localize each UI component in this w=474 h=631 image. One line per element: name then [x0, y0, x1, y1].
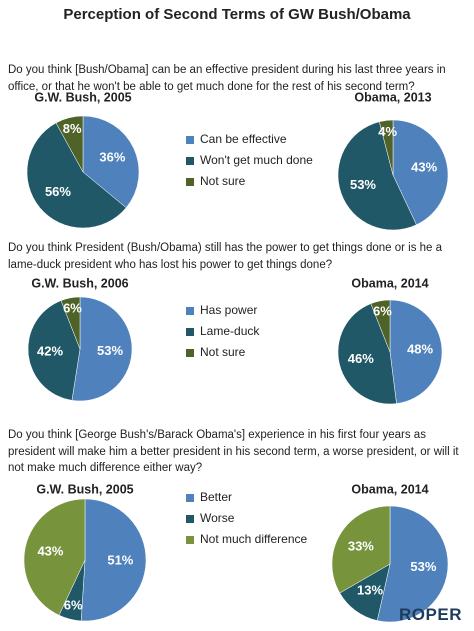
legend-label: Not much difference [200, 532, 307, 546]
legend-swatch [186, 536, 194, 544]
title: Perception of Second Terms of GW Bush/Ob… [63, 6, 411, 23]
pie-slice [80, 498, 147, 622]
value-label: 4% [378, 124, 397, 139]
pie-slice [27, 300, 81, 401]
value-label: 6% [63, 301, 82, 316]
pie-slice [23, 498, 86, 616]
pie-slice [82, 115, 140, 209]
legend-label: Lame-duck [200, 324, 260, 338]
value-label: 46% [348, 351, 374, 366]
legend-swatch [186, 349, 194, 357]
pie-slice [392, 119, 449, 226]
pie-slice [26, 122, 127, 229]
pie-title: Obama, 2014 [351, 482, 428, 496]
legend-swatch [186, 307, 194, 315]
value-label: 48% [407, 342, 433, 357]
pie-slice [389, 299, 443, 404]
value-label: 6% [64, 598, 83, 613]
pie-slice [331, 505, 391, 594]
value-label: 33% [348, 539, 374, 554]
pie-title: Obama, 2014 [351, 276, 428, 290]
value-label: 43% [37, 544, 63, 559]
pie-slice [337, 303, 397, 405]
value-label: 53% [410, 559, 436, 574]
pie-slice [60, 296, 81, 350]
value-label: 53% [97, 343, 123, 358]
legend-label: Better [200, 490, 232, 504]
legend-swatch [186, 157, 194, 165]
pie-title: G.W. Bush, 2006 [31, 276, 128, 290]
value-label: 6% [373, 304, 392, 319]
value-label: 51% [107, 553, 133, 568]
pie-title: G.W. Bush, 2005 [36, 482, 133, 496]
pie-title: Obama, 2013 [354, 90, 431, 104]
legend-label: Has power [200, 303, 257, 317]
value-label: 36% [99, 150, 125, 165]
legend-label: Can be effective [200, 132, 287, 146]
legend-swatch [186, 328, 194, 336]
legend-swatch [186, 494, 194, 502]
pie-slice [337, 121, 417, 231]
legend-swatch [186, 178, 194, 186]
value-label: 42% [37, 344, 63, 359]
legend-swatch [186, 515, 194, 523]
logo: ROPER [399, 605, 462, 624]
value-label: 13% [357, 583, 383, 598]
value-label: 53% [350, 177, 376, 192]
pie-slice [376, 505, 449, 623]
legend-label: Not sure [200, 345, 246, 359]
pie-slice [370, 299, 391, 353]
value-label: 43% [411, 159, 437, 174]
value-label: 56% [45, 184, 71, 199]
pie-slice [379, 119, 394, 176]
pie-slice [71, 296, 133, 402]
pie-slice [55, 115, 84, 173]
pie-title: G.W. Bush, 2005 [34, 90, 131, 104]
legend-label: Worse [200, 511, 235, 525]
question: Do you think [George Bush's/Barack Obama… [8, 429, 459, 474]
question: Do you think President (Bush/Obama) stil… [8, 242, 443, 271]
legend-label: Won't get much done [200, 153, 313, 167]
legend-swatch [186, 136, 194, 144]
value-label: 8% [63, 121, 82, 136]
question: Do you think [Bush/Obama] can be an effe… [8, 64, 446, 93]
legend-label: Not sure [200, 174, 246, 188]
